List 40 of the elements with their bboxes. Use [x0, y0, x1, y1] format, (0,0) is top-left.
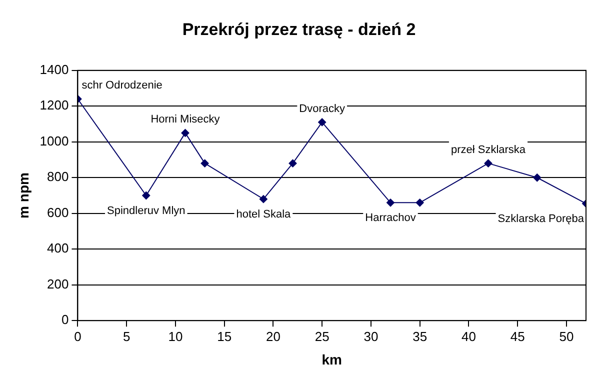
annotation: Szklarska Poręba — [498, 213, 585, 226]
chart-title: Przekrój przez trasę - dzień 2 — [182, 20, 416, 39]
annotation: Harrachov — [365, 212, 416, 224]
x-tick-label: 0 — [74, 328, 82, 344]
point — [484, 159, 492, 168]
y-tick-label: 800 — [47, 169, 69, 184]
x-tick-label: 5 — [122, 328, 130, 344]
point — [259, 195, 268, 204]
x-tick-label: 15 — [217, 328, 232, 344]
y-axis-title: m npm — [15, 172, 32, 218]
point — [142, 192, 150, 200]
y-tick-label: 1000 — [40, 133, 69, 148]
x-tick-label: 30 — [364, 328, 378, 344]
annotation: Dvoracky — [299, 102, 346, 115]
point — [416, 198, 424, 207]
point — [318, 118, 326, 126]
annotation: hotel Skala — [236, 208, 292, 221]
point — [181, 128, 190, 137]
x-tick-label: 45 — [510, 328, 525, 344]
x-tick-label: 40 — [461, 328, 476, 344]
annotation: Horni Misecky — [150, 113, 220, 126]
point — [386, 198, 395, 207]
point — [200, 159, 209, 168]
y-tick-label: 0 — [61, 312, 69, 328]
y-tick-label: 1200 — [40, 98, 69, 113]
x-tick-label: 10 — [168, 328, 183, 344]
point — [533, 174, 542, 182]
y-tick-label: 600 — [47, 204, 69, 220]
annotation: schr Odrodzenie — [82, 80, 162, 92]
annotation: Spindleruv Mlyn — [107, 205, 186, 218]
point — [288, 159, 297, 168]
x-tick-label: 20 — [266, 328, 280, 344]
x-tick-label: 25 — [314, 328, 330, 344]
x-axis-title: km — [322, 351, 342, 368]
x-tick-label: 35 — [412, 328, 428, 344]
y-tick-label: 200 — [47, 276, 69, 292]
y-tick-label: 1400 — [40, 62, 69, 77]
x-tick-label: 50 — [559, 328, 574, 344]
annotation: przeł Szklarska — [450, 144, 526, 156]
y-tick-label: 400 — [47, 240, 69, 256]
